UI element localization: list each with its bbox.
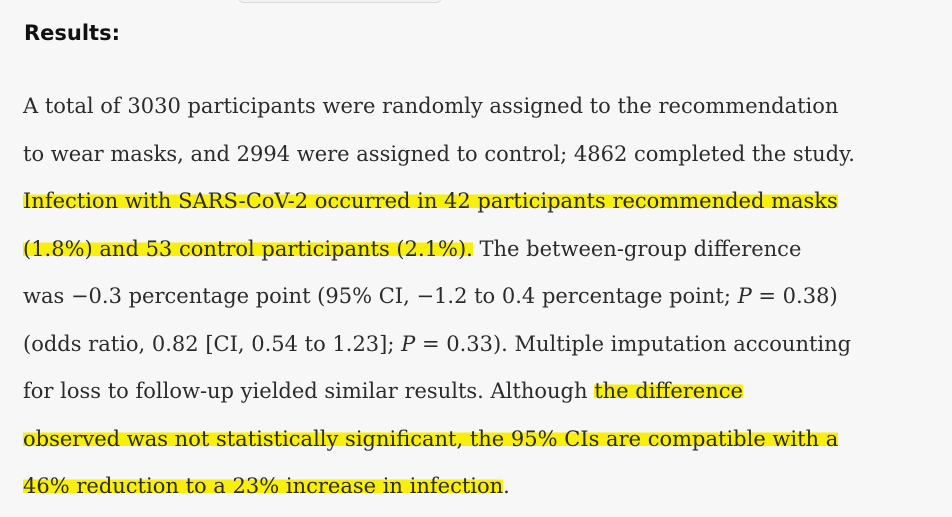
text-segment: = 0.38) (751, 284, 838, 308)
paragraph-line: A total of 3030 participants were random… (23, 83, 948, 131)
paragraph-line: was −0.3 percentage point (95% CI, −1.2 … (23, 273, 948, 321)
section-heading: Results: (24, 21, 120, 45)
text-segment: was −0.3 percentage point (95% CI, −1.2 … (23, 284, 738, 308)
highlighted-text: Infection with SARS-CoV-2 occurred in 42… (23, 189, 838, 213)
text-segment: (odds ratio, 0.82 [CI, 0.54 to 1.23]; (23, 331, 402, 356)
paragraph-line: for loss to follow-up yielded similar re… (23, 368, 948, 416)
text-segment: . (503, 474, 510, 498)
top-tab-edge (238, 0, 442, 3)
results-paragraph: A total of 3030 participants were random… (23, 83, 948, 511)
p-value-symbol: P (401, 331, 416, 356)
paragraph-line: (odds ratio, 0.82 [CI, 0.54 to 1.23]; P … (23, 321, 948, 369)
highlighted-text: 46% reduction to a 23% increase in infec… (23, 474, 504, 498)
text-segment: = 0.33). Multiple imputation accounting (415, 331, 852, 356)
paragraph-line: Infection with SARS-CoV-2 occurred in 42… (23, 178, 948, 226)
text-segment: A total of 3030 participants were random… (23, 94, 839, 118)
p-value-symbol: P (737, 284, 752, 308)
highlighted-text: observed was not statistically significa… (23, 426, 839, 451)
text-segment: The between-group difference (472, 236, 802, 261)
highlighted-text: the difference (594, 379, 743, 403)
text-segment: for loss to follow-up yielded similar re… (23, 379, 595, 403)
paragraph-line: observed was not statistically significa… (23, 416, 948, 464)
highlighted-text: (1.8%) and 53 control participants (2.1%… (23, 236, 473, 261)
paragraph-line: to wear masks, and 2994 were assigned to… (23, 131, 948, 179)
text-segment: to wear masks, and 2994 were assigned to… (23, 141, 855, 166)
paragraph-line: (1.8%) and 53 control participants (2.1%… (23, 226, 948, 274)
paragraph-line: 46% reduction to a 23% increase in infec… (23, 463, 948, 511)
